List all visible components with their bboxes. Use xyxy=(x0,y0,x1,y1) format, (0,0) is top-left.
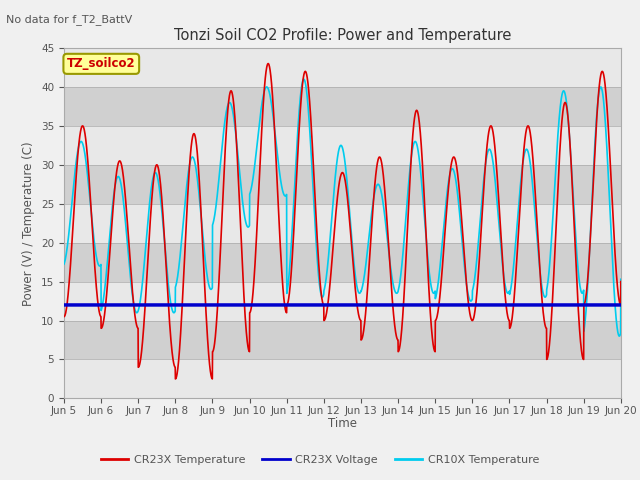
Bar xyxy=(64,243,621,282)
Legend: CR23X Temperature, CR23X Voltage, CR10X Temperature: CR23X Temperature, CR23X Voltage, CR10X … xyxy=(96,451,544,469)
Bar xyxy=(64,360,621,398)
Bar xyxy=(64,165,621,204)
Text: TZ_soilco2: TZ_soilco2 xyxy=(67,57,136,71)
Bar xyxy=(64,87,621,126)
Text: No data for f_T2_BattV: No data for f_T2_BattV xyxy=(6,14,132,25)
Bar xyxy=(64,321,621,360)
Bar xyxy=(64,204,621,243)
Bar xyxy=(64,126,621,165)
Title: Tonzi Soil CO2 Profile: Power and Temperature: Tonzi Soil CO2 Profile: Power and Temper… xyxy=(173,28,511,43)
Bar xyxy=(64,48,621,87)
X-axis label: Time: Time xyxy=(328,418,357,431)
Y-axis label: Power (V) / Temperature (C): Power (V) / Temperature (C) xyxy=(22,141,35,305)
Bar xyxy=(64,282,621,321)
